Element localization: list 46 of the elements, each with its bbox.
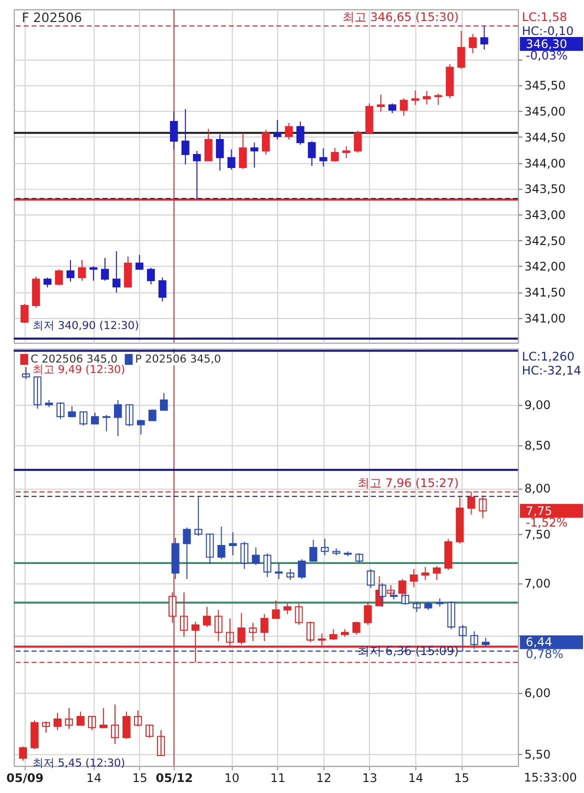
annotation: 최저 5,45 (12:30) <box>32 756 126 770</box>
y-tick-label: 341,00 <box>524 311 566 326</box>
y-tick-label: 344,00 <box>524 156 566 170</box>
text: 7,75 <box>526 504 552 518</box>
y-tick-label: 345,50 <box>524 78 566 93</box>
chart-title: F 202506 <box>22 11 82 26</box>
x-tick-label: 05/12 <box>156 771 194 786</box>
text: 346,30 <box>526 36 568 51</box>
y-tick-label: 342,50 <box>524 234 566 248</box>
y-tick-label: 8,50 <box>524 438 551 453</box>
ref-line-label: 최고 346,65 (15:30) <box>342 10 459 24</box>
y-tick-label: 343,00 <box>524 208 566 222</box>
x-tick-label: 10 <box>224 771 240 786</box>
legend-label: C 202506 345,0 <box>30 352 118 366</box>
annotation: 최저 340,90 (12:30) <box>32 318 139 332</box>
text: -1,52% <box>526 516 568 530</box>
y-tick-label: 344,50 <box>524 130 566 144</box>
y-tick-label: 345,00 <box>524 104 566 119</box>
text: 15:33:00 <box>524 770 577 785</box>
text: LC:1,260 <box>522 349 575 364</box>
ref-line-label: 최고 7,96 (15:27) <box>358 476 459 490</box>
legend-label: P 202506 345,0 <box>135 352 222 366</box>
x-tick-label: 15 <box>132 771 148 786</box>
text: HC:-0,10 <box>522 24 574 38</box>
y-tick-label: 343,50 <box>524 182 566 196</box>
x-tick-label: 15 <box>454 771 470 786</box>
y-tick-label: 5,50 <box>524 748 551 762</box>
y-tick-label: 8,00 <box>524 482 551 496</box>
text: -0,03% <box>526 48 568 63</box>
y-tick-label: 7,50 <box>524 528 551 542</box>
x-tick-label: 14 <box>86 771 102 786</box>
x-tick-label: 05/09 <box>6 771 44 786</box>
text: 0,78% <box>526 647 564 662</box>
y-tick-label: 341,50 <box>524 285 566 300</box>
text: 6,44 <box>526 635 552 650</box>
annotation: 최고 9,49 (12:30) <box>32 363 126 376</box>
x-tick-label: 13 <box>362 771 378 786</box>
x-tick-label: 14 <box>408 771 424 786</box>
x-tick-label: 12 <box>316 771 332 786</box>
x-tick-label: 11 <box>270 771 286 786</box>
y-tick-label: 6,00 <box>524 686 551 700</box>
y-tick-label: 9,00 <box>524 398 551 412</box>
y-tick-label: 342,00 <box>524 260 566 274</box>
text: HC:-32,14 <box>522 363 582 378</box>
text: LC:1,58 <box>522 10 568 24</box>
y-tick-label: 7,00 <box>524 576 551 590</box>
